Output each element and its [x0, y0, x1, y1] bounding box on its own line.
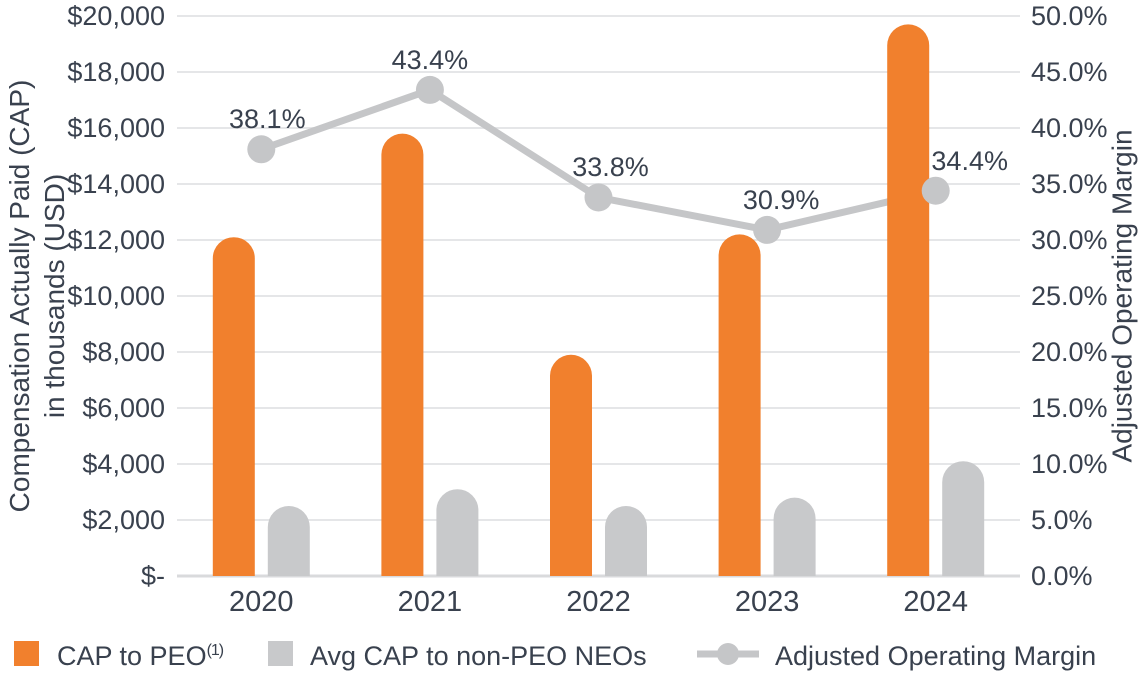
bar-cap-to-peo-2022: [550, 354, 592, 576]
bar-avg-cap-non-peo-2020: [267, 506, 310, 576]
right-axis-tick: 15.0%: [1031, 392, 1108, 423]
left-axis-tick: $6,000: [82, 392, 165, 423]
x-axis-label-2020: 2020: [229, 586, 294, 618]
margin-dot-2021: [415, 75, 444, 104]
margin-dot-2023: [753, 215, 782, 244]
margin-dot-2024: [921, 176, 950, 205]
right-axis-tick: 5.0%: [1031, 504, 1093, 535]
margin-dot-2020: [247, 135, 276, 164]
right-axis-tick: 25.0%: [1031, 280, 1108, 311]
left-axis-tick: $10,000: [67, 280, 165, 311]
legend-label-avg-cap-non-peo: Avg CAP to non-PEO NEOs: [310, 641, 647, 671]
right-axis-tick: 40.0%: [1031, 112, 1108, 143]
margin-data-label-2021: 43.4%: [391, 44, 469, 75]
x-axis-label-2021: 2021: [397, 586, 463, 618]
left-axis-tick: $16,000: [67, 112, 165, 143]
margin-data-label-2022: 33.8%: [572, 152, 649, 183]
legend-swatch-cap-to-peo: [14, 641, 39, 666]
bar-avg-cap-non-peo-2022: [605, 506, 647, 576]
legend-label-cap-to-peo: CAP to PEO(1): [57, 641, 225, 674]
legend-footnote-marker: (1): [206, 642, 225, 659]
left-axis-tick: $20,000: [67, 0, 165, 31]
bar-avg-cap-non-peo-2021: [436, 489, 479, 576]
left-axis-tick: $2,000: [82, 504, 165, 535]
right-axis-tick: 0.0%: [1031, 560, 1093, 591]
legend-label-adjusted-operating-margin: Adjusted Operating Margin: [775, 641, 1097, 671]
right-axis-tick: 30.0%: [1031, 224, 1108, 255]
bar-cap-to-peo-2024: [887, 24, 930, 576]
x-axis-label-2024: 2024: [903, 586, 968, 618]
left-axis-tick: $18,000: [67, 56, 165, 87]
margin-data-label-2023: 30.9%: [742, 184, 820, 215]
margin-data-label-2020: 38.1%: [229, 104, 306, 135]
left-axis-tick: $12,000: [67, 224, 165, 255]
bar-avg-cap-non-peo-2023: [773, 497, 816, 576]
right-axis-tick: 10.0%: [1031, 448, 1108, 479]
right-axis-tick: 35.0%: [1031, 168, 1108, 199]
left-axis-tick: $4,000: [82, 448, 165, 479]
chart-legend: CAP to PEO(1) Avg CAP to non-PEO NEOs Ad…: [0, 636, 1143, 676]
legend-line-dot-icon: [697, 643, 759, 665]
margin-dot-2022: [584, 183, 613, 212]
right-axis-tick: 45.0%: [1031, 56, 1108, 87]
left-axis-tick: $8,000: [82, 336, 165, 367]
x-axis-label-2022: 2022: [566, 586, 631, 618]
legend-marker-line-with-dot: [697, 636, 759, 676]
bar-cap-to-peo-2021: [381, 133, 424, 576]
legend-swatch-avg-cap-non-peo: [268, 641, 293, 666]
left-axis-tick: $14,000: [67, 168, 165, 199]
left-axis-tick: $-: [140, 560, 165, 591]
legend-label-cap-to-peo-text: CAP to PEO: [57, 641, 207, 671]
margin-data-label-2024: 34.4%: [931, 145, 1008, 176]
x-axis-label-2023: 2023: [734, 586, 800, 618]
bar-cap-to-peo-2023: [718, 234, 761, 576]
bar-cap-to-peo-2020: [212, 237, 255, 576]
right-axis-tick: 20.0%: [1031, 336, 1108, 367]
right-axis-tick: 50.0%: [1031, 0, 1108, 31]
bar-avg-cap-non-peo-2024: [942, 461, 985, 576]
